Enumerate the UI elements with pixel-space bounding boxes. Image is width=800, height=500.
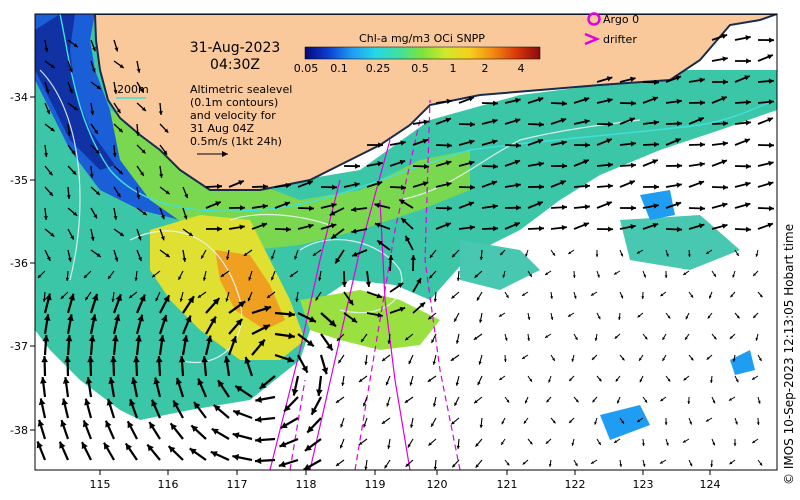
latitude-tick-label: -35 xyxy=(10,174,28,187)
chl-inshore-blue xyxy=(35,14,200,220)
velocity-scale-arrow xyxy=(197,151,228,157)
imos-credit: © IMOS 10-Sep-2023 12:13:05 Hobart time xyxy=(782,223,796,485)
colorbar-tick-label: 1 xyxy=(450,62,457,75)
altimetry-note-line: and velocity for xyxy=(190,109,276,122)
drifter-legend-label: drifter xyxy=(603,33,637,46)
longitude-tick-label: 117 xyxy=(227,478,248,491)
altimetry-note: Altimetric sealevel (0.1m contours) and … xyxy=(190,83,320,148)
map-time: 04:30Z xyxy=(210,57,260,73)
plot-frame xyxy=(34,13,778,471)
colorbar: Chl-a mg/m3 OCi SNPP 0.05 0.1 0.25 0.5 1 2 4 xyxy=(294,32,541,75)
longitude-tick-label: 119 xyxy=(365,478,386,491)
colorbar-tick-label: 4 xyxy=(518,62,525,75)
altimetry-note-line: Altimetric sealevel xyxy=(190,83,293,96)
colorbar-tick-label: 0.1 xyxy=(330,62,348,75)
longitude-tick-label: 122 xyxy=(565,478,586,491)
latitude-tick-label: -34 xyxy=(10,91,28,104)
longitude-tick-label: 120 xyxy=(427,478,448,491)
altimetry-note-line: (0.1m contours) xyxy=(190,96,279,109)
chl-green-south xyxy=(300,290,440,350)
velocity-arrows xyxy=(36,33,775,470)
chl-teal-southeast xyxy=(460,215,740,290)
colorbar-title: Chl-a mg/m3 OCi SNPP xyxy=(359,32,485,45)
argo-legend-label: Argo 0 xyxy=(603,13,639,26)
colorbar-tick-label: 0.25 xyxy=(366,62,391,75)
latitude-tick-label: -36 xyxy=(10,257,28,270)
latitude-axis: -34 -35 -36 -37 -38 xyxy=(10,91,35,437)
contour-200m xyxy=(59,14,777,212)
altimetry-note-line: 31 Aug 04Z xyxy=(190,122,255,135)
colorbar-tick-label: 2 xyxy=(482,62,489,75)
contour-legend-label: 200m xyxy=(117,83,149,96)
map-date: 31-Aug-2023 xyxy=(189,40,281,56)
latitude-tick-label: -38 xyxy=(10,424,28,437)
colorbar-gradient xyxy=(304,46,541,60)
land-western-australia xyxy=(93,14,777,191)
latitude-tick-label: -37 xyxy=(10,340,28,353)
longitude-tick-label: 123 xyxy=(633,478,654,491)
map-date-title: 31-Aug-2023 04:30Z xyxy=(180,40,290,74)
longitude-tick-label: 115 xyxy=(90,478,111,491)
colorbar-tick-label: 0.05 xyxy=(294,62,319,75)
chl-inshore-dark xyxy=(35,14,115,170)
longitude-tick-label: 118 xyxy=(296,478,317,491)
longitude-tick-label: 121 xyxy=(497,478,518,491)
altimetry-note-line: 0.5m/s (1kt 24h) xyxy=(190,135,282,148)
chl-blue-patch xyxy=(600,190,755,440)
argo-icon xyxy=(587,12,601,26)
longitude-tick-label: 116 xyxy=(158,478,179,491)
longitude-axis: 115 116 117 118 119 120 121 122 123 124 xyxy=(90,470,721,491)
colorbar-tick-label: 0.5 xyxy=(411,62,429,75)
drifter-icon xyxy=(584,32,601,46)
longitude-tick-label: 124 xyxy=(700,478,721,491)
